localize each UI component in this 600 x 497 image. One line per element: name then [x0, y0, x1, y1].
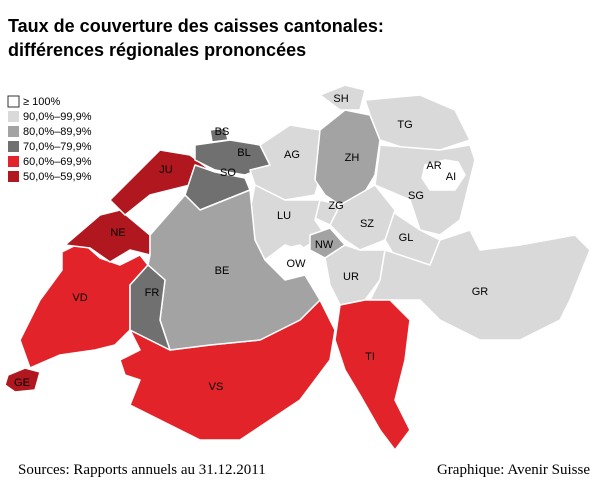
canton-shape — [334, 299, 411, 451]
canton-shape — [364, 94, 471, 151]
legend-label: 70,0%–79,9% — [23, 141, 92, 153]
canton-label: VD — [72, 292, 87, 304]
canton-shape — [329, 184, 396, 251]
legend-swatch — [8, 171, 19, 182]
canton-label: TG — [397, 119, 412, 131]
canton-label: VS — [209, 381, 224, 393]
canton-shape — [129, 264, 171, 351]
credit: Graphique: Avenir Suisse — [437, 462, 590, 478]
canton-shape — [19, 241, 149, 369]
canton-label: SO — [220, 167, 236, 179]
legend-label: 60,0%–69,9% — [23, 156, 92, 168]
legend-label: 90,0%–99,9% — [23, 111, 92, 123]
canton-label: UR — [343, 271, 359, 283]
canton-labels: GE VD NE JU BS BL SO AG ZH SH TG SG AR A… — [14, 93, 488, 393]
canton-label: JU — [159, 164, 173, 176]
title: différences régionales prononcées — [8, 40, 306, 60]
canton-label: FR — [145, 287, 160, 299]
canton-shape — [4, 367, 41, 393]
canton-label: AI — [446, 171, 456, 183]
canton-label: BS — [215, 126, 230, 138]
sources: Sources: Rapports annuels au 31.12.2011 — [18, 462, 266, 478]
legend-label: ≥ 100% — [23, 96, 60, 108]
canton-shape — [249, 124, 326, 201]
canton-shape — [319, 84, 366, 111]
canton-label: SZ — [360, 218, 374, 230]
canton-label: OW — [287, 258, 307, 270]
canton-label: LU — [277, 210, 291, 222]
canton-label: AG — [284, 149, 300, 161]
canton-shape — [314, 109, 381, 206]
legend-swatch — [7, 95, 20, 108]
canton-label: SH — [333, 93, 348, 105]
canton-label: ZG — [328, 200, 343, 212]
title: Taux de couverture des caisses cantonale… — [8, 16, 384, 36]
legend-label: 50,0%–59,9% — [23, 171, 92, 183]
legend-swatch — [8, 141, 19, 152]
canton-label: GE — [14, 377, 30, 389]
legend-swatch — [8, 156, 19, 167]
legend-label: 80,0%–89,9% — [23, 126, 92, 138]
canton-label: SG — [408, 190, 424, 202]
canton-label: BE — [215, 265, 230, 277]
cantons — [4, 84, 591, 451]
legend-swatch — [8, 126, 19, 137]
canton-label: GR — [472, 286, 489, 298]
canton-label: BL — [237, 147, 250, 159]
canton-label: TI — [365, 351, 375, 363]
legend-swatch — [8, 111, 19, 122]
canton-shape — [429, 159, 466, 191]
canton-label: ZH — [345, 152, 360, 164]
canton-label: GL — [399, 232, 414, 244]
canton-label: NE — [110, 227, 125, 239]
canton-label: NW — [315, 239, 334, 251]
legend: ≥ 100% 90,0%–99,9% 80,0%–89,9% 70,0%–79,9% 6… — [7, 95, 92, 183]
canton-label: AR — [426, 160, 441, 172]
